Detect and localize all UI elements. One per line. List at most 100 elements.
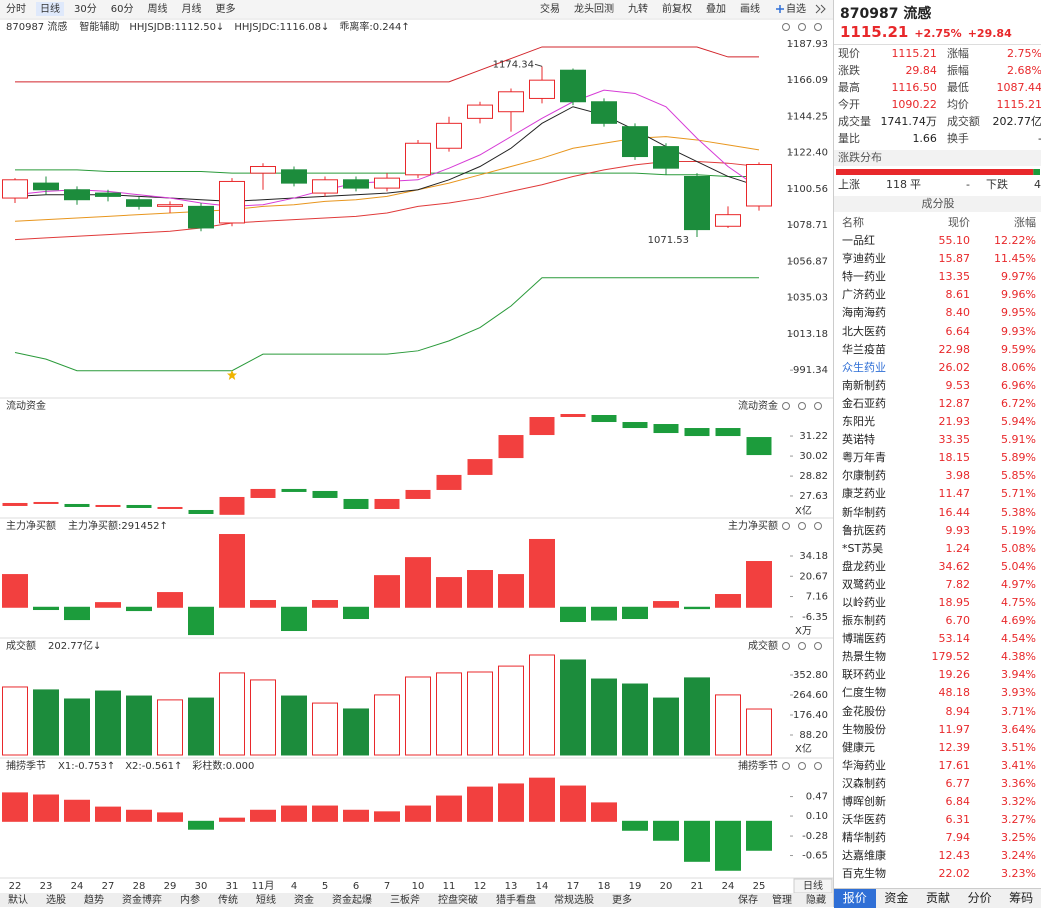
candle-body <box>126 199 152 207</box>
tool-button[interactable]: 叠加 <box>706 3 726 15</box>
strategy-tab[interactable]: 短线 <box>256 893 276 906</box>
stock-row[interactable]: 新华制药 16.44 5.38% <box>834 504 1041 522</box>
stock-row[interactable]: 北大医药 6.64 9.93% <box>834 323 1041 341</box>
stock-name: 汉森制药 <box>842 776 886 790</box>
stock-row[interactable]: 热景生物 179.52 4.38% <box>834 648 1041 666</box>
panel-icon[interactable] <box>782 23 790 31</box>
strategy-tab[interactable]: 更多 <box>612 893 632 906</box>
strategy-tab[interactable]: 资金博弈 <box>122 893 162 906</box>
stock-row[interactable]: 金花股份 8.94 3.71% <box>834 703 1041 721</box>
stock-row[interactable]: 生物股份 11.97 3.64% <box>834 721 1041 739</box>
panel-icon[interactable] <box>798 642 806 650</box>
strategy-tab[interactable]: 趋势 <box>84 893 104 906</box>
tab-button[interactable]: 日线 <box>40 2 60 15</box>
tab-button[interactable]: 分时 <box>6 3 26 15</box>
stock-row[interactable]: 振东制药 6.70 4.69% <box>834 612 1041 630</box>
stock-name: 振东制药 <box>842 614 886 628</box>
stock-row[interactable]: 广济药业 8.61 9.96% <box>834 286 1041 304</box>
tab-button[interactable]: 30分 <box>74 3 97 15</box>
stock-row[interactable]: *ST苏吴 1.24 5.08% <box>834 540 1041 558</box>
tool-button[interactable]: 自选 <box>786 2 806 15</box>
panel-icon[interactable] <box>798 522 806 530</box>
stock-change: 3.94% <box>1001 668 1036 682</box>
stock-row[interactable]: 特一药业 13.35 9.97% <box>834 268 1041 286</box>
stock-row[interactable]: 健康元 12.39 3.51% <box>834 739 1041 757</box>
stock-row[interactable]: 亨迪药业 15.87 11.45% <box>834 250 1041 268</box>
strategy-tab[interactable]: 常规选股 <box>554 893 594 906</box>
panel-icon[interactable] <box>798 762 806 770</box>
flow-bar <box>436 474 462 490</box>
panel-icon[interactable] <box>782 642 790 650</box>
tool-button[interactable]: 前复权 <box>662 2 692 15</box>
bar <box>467 671 493 756</box>
stock-row[interactable]: 盘龙药业 34.62 5.04% <box>834 558 1041 576</box>
stock-row[interactable]: 鲁抗医药 9.93 5.19% <box>834 522 1041 540</box>
side-tab[interactable]: 筹码 <box>1009 891 1034 905</box>
bar <box>746 820 772 851</box>
strategy-tab[interactable]: 资金 <box>294 893 314 906</box>
side-tab[interactable]: 贡献 <box>925 891 950 905</box>
stock-row[interactable]: 联环药业 19.26 3.94% <box>834 666 1041 684</box>
stock-row[interactable]: 汉森制药 6.77 3.36% <box>834 775 1041 793</box>
panel-icon[interactable] <box>814 642 822 650</box>
panel-icon[interactable] <box>814 402 822 410</box>
tab-button[interactable]: 周线 <box>147 2 167 15</box>
stock-row[interactable]: 博瑞医药 53.14 4.54% <box>834 630 1041 648</box>
tab-button[interactable]: 月线 <box>181 2 201 15</box>
stock-row[interactable]: 南新制药 9.53 6.96% <box>834 377 1041 395</box>
stock-row[interactable]: 以岭药业 18.95 4.75% <box>834 594 1041 612</box>
stock-name: 精华制药 <box>842 831 886 845</box>
strategy-tab[interactable]: 传统 <box>218 893 238 906</box>
panel-icon[interactable] <box>782 762 790 770</box>
tool-button[interactable]: 画线 <box>740 2 760 15</box>
panel-icon[interactable] <box>814 23 822 31</box>
panel-icon[interactable] <box>814 762 822 770</box>
strategy-tab[interactable]: 控盘突破 <box>438 893 478 906</box>
panel-icon[interactable] <box>798 23 806 31</box>
stock-row[interactable]: 华海药业 17.61 3.41% <box>834 757 1041 775</box>
stock-row[interactable]: 康芝药业 11.47 5.71% <box>834 485 1041 503</box>
tool-button[interactable]: 龙头回测 <box>574 2 614 15</box>
strategy-tab[interactable]: 三板斧 <box>390 893 420 906</box>
tool-button[interactable]: 交易 <box>540 2 560 15</box>
stock-row[interactable]: 精华制药 7.94 3.25% <box>834 829 1041 847</box>
panel-icon[interactable] <box>814 522 822 530</box>
stock-row[interactable]: 百克生物 22.02 3.23% <box>834 865 1041 883</box>
stock-row[interactable]: 尔康制药 3.98 5.85% <box>834 467 1041 485</box>
stock-row[interactable]: 达嘉维康 12.43 3.24% <box>834 847 1041 865</box>
panel-icon[interactable] <box>782 402 790 410</box>
bar <box>188 606 214 636</box>
action-tab[interactable]: 保存 <box>738 893 758 906</box>
stock-row[interactable]: 一品红 55.10 12.22% <box>834 232 1041 250</box>
tool-button[interactable]: 九转 <box>628 2 648 15</box>
stock-row[interactable]: 英诺特 33.35 5.91% <box>834 431 1041 449</box>
action-tab[interactable]: 隐藏 <box>806 894 826 906</box>
stock-row[interactable]: 粤万年青 18.15 5.89% <box>834 449 1041 467</box>
stock-row[interactable]: 仁度生物 48.18 3.93% <box>834 684 1041 702</box>
list-header: 名称 现价 涨幅 <box>834 214 1041 232</box>
stock-row[interactable]: 众生药业 26.02 8.06% <box>834 359 1041 377</box>
legend-item: HHJSJDC:1116.08↓ <box>234 22 329 33</box>
strategy-tab[interactable]: 猎手看盘 <box>496 893 536 906</box>
bar <box>343 809 369 822</box>
stock-row[interactable]: 华兰疫苗 22.98 9.59% <box>834 341 1041 359</box>
candle-body <box>188 205 214 229</box>
strategy-tab[interactable]: 资金起爆 <box>332 893 372 906</box>
stock-row[interactable]: 东阳光 21.93 5.94% <box>834 413 1041 431</box>
stock-row[interactable]: 金石亚药 12.87 6.72% <box>834 395 1041 413</box>
stock-row[interactable]: 双鹭药业 7.82 4.97% <box>834 576 1041 594</box>
stock-row[interactable]: 博晖创新 6.84 3.32% <box>834 793 1041 811</box>
side-tab[interactable]: 报价 <box>834 889 876 908</box>
action-tab[interactable]: 管理 <box>772 893 792 906</box>
side-tab[interactable]: 分价 <box>967 891 992 905</box>
strategy-tab[interactable]: 默认 <box>8 893 28 906</box>
side-tab[interactable]: 资金 <box>884 891 909 905</box>
stock-row[interactable]: 沃华医药 6.31 3.27% <box>834 811 1041 829</box>
tab-button[interactable]: 更多 <box>215 2 235 15</box>
panel-icon[interactable] <box>782 522 790 530</box>
strategy-tab[interactable]: 选股 <box>46 893 66 906</box>
strategy-tab[interactable]: 内参 <box>180 893 200 906</box>
stock-row[interactable]: 海南海药 8.40 9.95% <box>834 304 1041 322</box>
panel-icon[interactable] <box>798 402 806 410</box>
tab-button[interactable]: 60分 <box>111 3 134 15</box>
